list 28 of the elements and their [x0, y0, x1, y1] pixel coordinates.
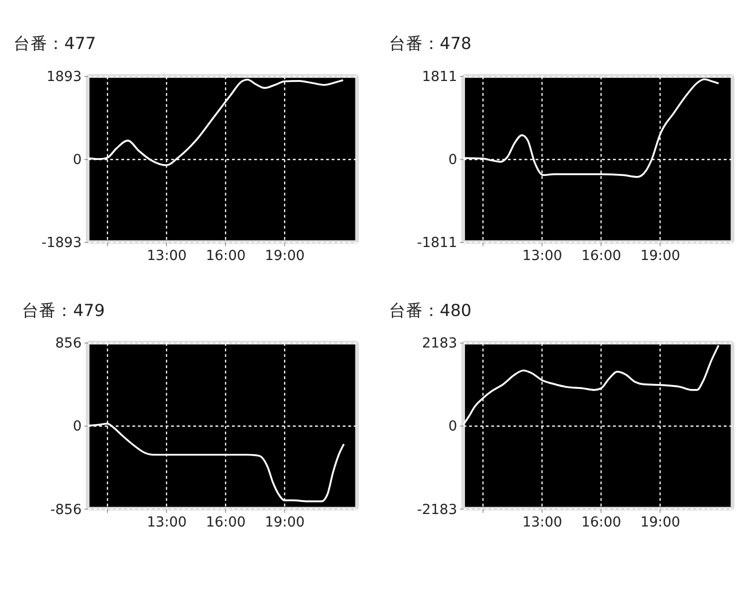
y-tick-label: -2183 — [416, 502, 458, 518]
x-tick-label: 13:00 — [146, 248, 187, 264]
y-tick-label: 0 — [72, 418, 82, 435]
y-tick-label: 0 — [448, 152, 458, 168]
chart-title: 台番：479 — [22, 300, 105, 320]
x-tick-label: 16:00 — [581, 248, 622, 264]
x-tick-label: 13:00 — [522, 248, 562, 264]
y-tick-label: 2183 — [422, 336, 458, 352]
x-tick-label: 16:00 — [206, 248, 246, 264]
y-tick-label: -1811 — [416, 235, 458, 252]
chart-title: 台番：477 — [13, 34, 96, 54]
y-tick-label: 856 — [55, 336, 82, 352]
x-tick-label: 19:00 — [264, 514, 305, 531]
y-tick-label: -1893 — [41, 235, 82, 252]
x-tick-label: 16:00 — [206, 514, 246, 531]
chart-title: 台番：480 — [388, 300, 472, 320]
y-tick-label: 1893 — [46, 69, 82, 86]
y-tick-label: 1811 — [422, 69, 458, 86]
x-tick-label: 13:00 — [146, 514, 187, 531]
y-tick-label: -856 — [50, 502, 82, 518]
chart-title: 台番：478 — [388, 34, 472, 54]
x-tick-label: 19:00 — [640, 248, 680, 264]
x-tick-label: 19:00 — [264, 248, 305, 264]
y-tick-label: 0 — [448, 418, 458, 435]
x-tick-label: 13:00 — [522, 514, 562, 531]
x-tick-label: 19:00 — [640, 514, 680, 531]
x-tick-label: 16:00 — [581, 514, 622, 531]
y-tick-label: 0 — [72, 152, 82, 168]
